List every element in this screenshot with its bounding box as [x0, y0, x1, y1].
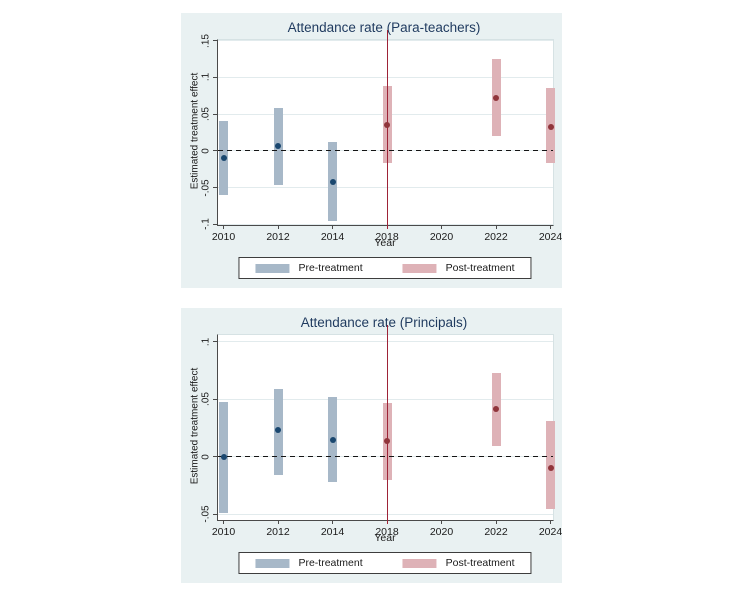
y-tick-mark [213, 513, 217, 515]
legend-entry-pre-treatment: Pre-treatment [255, 557, 363, 569]
legend-label: Pre-treatment [298, 262, 363, 274]
legend-entry-post-treatment: Post-treatment [402, 557, 515, 569]
x-axis-label: Year [374, 532, 396, 544]
x-tick-label: 2010 [211, 526, 236, 538]
y-gridline [218, 513, 553, 515]
y-tick-label: -.05 [200, 505, 212, 523]
zero-reference-line [218, 456, 553, 458]
pre-treatment-swatch [255, 558, 290, 568]
x-tick-mark [277, 520, 279, 524]
x-tick-label: 2024 [538, 231, 563, 243]
y-tick-label: .05 [200, 392, 212, 407]
legend-label: Post-treatment [445, 557, 515, 569]
y-tick-label: 0 [200, 148, 212, 154]
legend-label: Pre-treatment [298, 557, 363, 569]
x-tick-mark [441, 225, 442, 229]
y-tick-mark [213, 150, 217, 152]
zero-reference-line [218, 150, 553, 152]
estimate-point-marker [493, 94, 499, 101]
x-tick-label: 2014 [320, 526, 345, 538]
y-tick-mark [213, 113, 217, 115]
x-tick-label: 2018 [375, 231, 399, 243]
y-tick-mark [213, 456, 217, 458]
y-axis-label: Estimated treatment effect [189, 72, 201, 190]
x-tick-mark [550, 520, 551, 524]
treatment-start-vline [386, 30, 388, 229]
y-tick-label: .05 [200, 107, 212, 122]
post-treatment-swatch [402, 558, 437, 568]
x-tick-label: 2012 [266, 231, 290, 243]
plot-area: -.05 0 .05 .1 2010 2012 2014 2018 2020 2022 2024 [201, 325, 562, 538]
y-axis-label: Estimated treatment effect [189, 367, 201, 485]
pre-treatment-swatch [255, 263, 290, 273]
x-axis-label: Year [374, 237, 396, 249]
x-tick-mark [332, 520, 333, 524]
confidence-interval-bar [546, 421, 555, 509]
x-tick-mark [495, 520, 497, 524]
y-tick-mark [213, 341, 217, 343]
y-tick-mark [213, 187, 217, 189]
y-gridline [218, 223, 553, 225]
x-tick-label: 2022 [484, 526, 508, 538]
x-tick-label: 2020 [429, 231, 454, 243]
y-tick-label: 0 [200, 454, 212, 460]
y-tick-mark [213, 223, 217, 225]
chart-panel-principals: Attendance rate (Principals) Estimated t… [181, 308, 562, 583]
estimate-point-marker [220, 453, 227, 460]
legend: Pre-treatment Post-treatment [238, 552, 532, 574]
legend: Pre-treatment Post-treatment [238, 257, 532, 279]
estimate-point-marker [547, 465, 554, 472]
estimate-point-marker [384, 122, 390, 129]
x-tick-label: 2020 [429, 526, 454, 538]
legend-entry-post-treatment: Post-treatment [402, 262, 515, 274]
y-tick-label: .15 [200, 33, 212, 48]
chart-title: Attendance rate (Principals) [300, 315, 468, 330]
estimate-point-marker [329, 436, 336, 443]
y-tick-mark [213, 76, 217, 78]
chart-panel-para-teachers: Attendance rate (Para-teachers) Estimate… [181, 13, 562, 288]
post-treatment-swatch [402, 263, 437, 273]
y-gridline [218, 40, 553, 42]
chart-title: Attendance rate (Para-teachers) [287, 20, 481, 35]
x-tick-label: 2024 [538, 526, 563, 538]
x-tick-label: 2012 [266, 526, 290, 538]
plot-area: -.1 -.05 0 .05 .1 .15 2010 2012 2014 2018 2020 2022… [201, 30, 562, 243]
x-tick-mark [495, 225, 497, 229]
y-gridline [218, 187, 553, 189]
legend-entry-pre-treatment: Pre-treatment [255, 262, 363, 274]
x-tick-label: 2010 [211, 231, 236, 243]
legend-label: Post-treatment [445, 262, 515, 274]
x-tick-label: 2014 [320, 231, 345, 243]
x-tick-label: 2018 [375, 526, 399, 538]
x-tick-mark [223, 225, 224, 229]
x-tick-mark [277, 225, 279, 229]
estimate-point-marker [384, 437, 390, 444]
y-tick-label: .1 [200, 73, 212, 82]
estimate-point-marker [275, 427, 281, 434]
y-tick-label: -.05 [200, 178, 212, 197]
x-tick-mark [332, 225, 333, 229]
y-tick-mark [213, 398, 217, 400]
y-tick-mark [213, 40, 217, 42]
y-gridline [218, 76, 553, 78]
y-tick-label: .1 [200, 337, 212, 347]
y-gridline [218, 341, 553, 343]
estimate-point-marker [329, 178, 336, 185]
x-tick-mark [550, 225, 551, 229]
treatment-start-vline [386, 325, 388, 524]
y-gridline [218, 398, 553, 400]
estimate-point-marker [547, 124, 554, 131]
y-tick-label: -.1 [200, 218, 212, 231]
x-tick-mark [223, 520, 224, 524]
estimate-point-marker [220, 155, 227, 162]
x-tick-mark [441, 520, 442, 524]
estimate-point-marker [493, 405, 499, 412]
x-tick-label: 2022 [484, 231, 508, 243]
estimate-point-marker [275, 142, 281, 149]
